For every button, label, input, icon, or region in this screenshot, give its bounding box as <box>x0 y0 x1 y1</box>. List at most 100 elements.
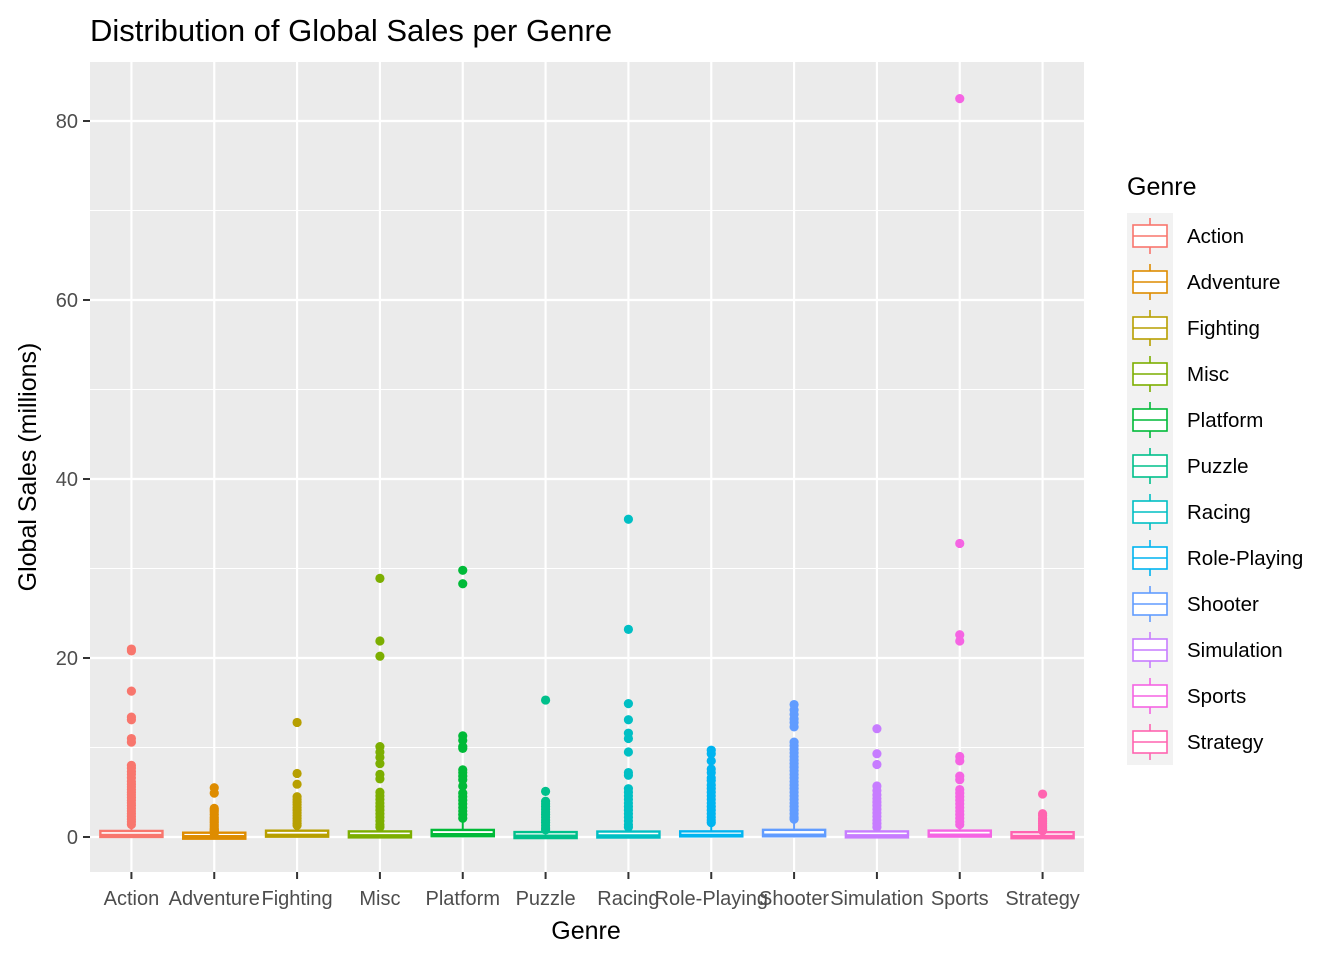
x-tick-label: Fighting <box>262 888 333 910</box>
x-tick-label: Adventure <box>169 888 260 910</box>
x-tick-label: Sports <box>931 888 989 910</box>
outlier-point <box>623 733 634 744</box>
box-simulation <box>844 724 910 839</box>
outlier-point <box>292 768 302 779</box>
outlier-point <box>955 636 965 646</box>
outlier-point <box>706 756 716 766</box>
outlier-point <box>623 715 634 725</box>
y-tick-label: 80 <box>56 111 78 133</box>
outlier-point <box>375 774 385 784</box>
panel-background <box>90 62 1084 872</box>
outlier-point <box>375 759 385 769</box>
legend-item-strategy: Strategy <box>1132 724 1264 760</box>
box-platform <box>430 565 496 838</box>
outlier-point <box>955 94 965 104</box>
outlier-point <box>872 759 882 770</box>
box-adventure <box>181 783 247 840</box>
legend-label: Strategy <box>1187 731 1264 754</box>
box-fighting <box>264 717 330 838</box>
outlier-point <box>623 514 634 524</box>
box-strategy <box>1010 789 1075 840</box>
y-axis-ticks: 0 20 40 60 80 <box>56 111 90 849</box>
outlier-point <box>872 822 882 832</box>
x-axis-ticks: Action Adventure Fighting Misc Platform Puzzl… <box>104 872 1080 910</box>
y-tick-label: 20 <box>56 648 78 670</box>
legend-label: Platform <box>1187 409 1263 432</box>
y-tick-label: 0 <box>67 827 78 849</box>
legend-label: Racing <box>1187 501 1251 524</box>
x-tick-label: Strategy <box>1005 888 1079 910</box>
box-racing <box>596 514 661 839</box>
outlier-point <box>292 717 302 728</box>
outlier-point <box>126 737 137 747</box>
legend-label: Puzzle <box>1187 455 1249 478</box>
outlier-point <box>126 715 137 725</box>
legend-item-shooter: Shooter <box>1132 586 1259 622</box>
outlier-point <box>955 775 965 785</box>
outlier-point <box>623 624 634 634</box>
box-sports <box>927 94 993 838</box>
outlier-point <box>955 756 965 766</box>
outlier-point <box>789 814 799 824</box>
outlier-point <box>458 813 468 823</box>
x-tick-label: Puzzle <box>516 888 576 910</box>
outlier-point <box>209 828 219 839</box>
chart-title: Distribution of Global Sales per Genre <box>90 13 612 48</box>
outlier-point <box>375 651 385 661</box>
outlier-point <box>623 822 634 832</box>
y-axis-title: Global Sales (millions) <box>14 343 42 592</box>
outlier-point <box>1037 826 1048 836</box>
legend-item-racing: Racing <box>1132 494 1251 530</box>
outlier-point <box>126 646 137 656</box>
legend-title: Genre <box>1127 173 1196 201</box>
outlier-point <box>126 819 137 830</box>
outlier-point <box>872 724 882 734</box>
box-misc <box>347 573 413 839</box>
outlier-point <box>540 695 551 705</box>
legend-label: Role-Playing <box>1187 547 1303 570</box>
outlier-point <box>623 699 634 709</box>
x-tick-label: Racing <box>597 888 659 910</box>
outlier-point <box>955 819 965 830</box>
outlier-point <box>458 565 468 575</box>
outlier-point <box>623 747 634 757</box>
box-layer <box>99 94 1075 840</box>
legend-label: Adventure <box>1187 271 1280 294</box>
outlier-point <box>292 820 302 830</box>
outlier-point <box>540 786 551 796</box>
legend-item-action: Action <box>1132 218 1244 254</box>
outlier-point <box>955 538 965 549</box>
outlier-point <box>375 573 385 583</box>
legend-label: Action <box>1187 225 1244 248</box>
legend-label: Simulation <box>1187 639 1283 662</box>
legend-item-role-playing: Role-Playing <box>1132 540 1303 576</box>
outlier-point <box>458 781 468 791</box>
box-shooter <box>761 699 827 838</box>
x-tick-label: Platform <box>426 888 500 910</box>
outlier-point <box>126 686 137 696</box>
outlier-point <box>292 779 302 789</box>
legend-label: Shooter <box>1187 593 1259 616</box>
legend-item-fighting: Fighting <box>1132 310 1260 346</box>
outlier-point <box>458 579 468 589</box>
legend-label: Misc <box>1187 363 1229 386</box>
outlier-point <box>872 749 882 759</box>
x-tick-label: Role-Playing <box>655 888 768 910</box>
legend-item-adventure: Adventure <box>1132 264 1280 300</box>
box-role-playing <box>678 745 744 838</box>
legend-key-background <box>1127 213 1173 765</box>
box-puzzle <box>513 695 578 840</box>
y-tick-label: 40 <box>56 469 78 491</box>
outlier-point <box>209 788 219 798</box>
legend-label: Sports <box>1187 685 1246 708</box>
legend-item-misc: Misc <box>1132 356 1229 392</box>
outlier-point <box>706 749 716 759</box>
legend-label: Fighting <box>1187 317 1260 340</box>
y-tick-label: 60 <box>56 290 78 312</box>
x-axis-title: Genre <box>551 917 620 945</box>
outlier-point <box>458 743 468 753</box>
box-action <box>99 644 164 839</box>
outlier-point <box>789 722 799 732</box>
outlier-point <box>540 825 551 835</box>
